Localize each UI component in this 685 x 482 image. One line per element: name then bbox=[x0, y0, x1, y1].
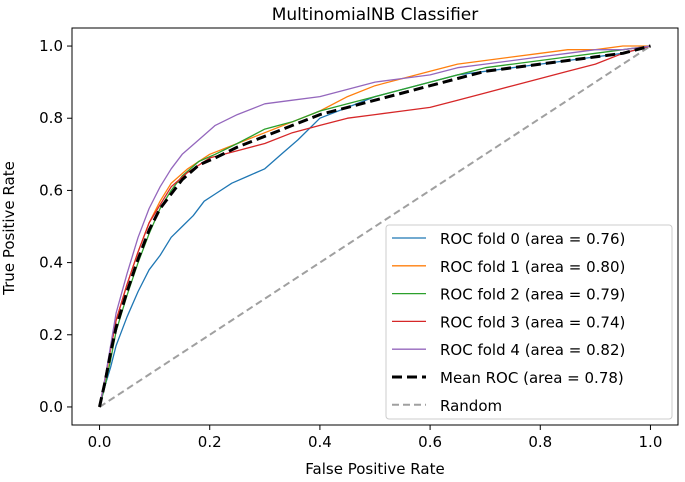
y-axis-ticks: 0.0 0.2 0.4 0.6 0.8 1.0 bbox=[39, 37, 72, 416]
legend: ROC fold 0 (area = 0.76) ROC fold 1 (area… bbox=[385, 224, 673, 420]
x-tick-label: 0.4 bbox=[308, 433, 332, 451]
legend-box bbox=[385, 224, 673, 420]
legend-label-5: Mean ROC (area = 0.78) bbox=[440, 369, 624, 387]
legend-label-6: Random bbox=[440, 397, 502, 415]
series-line-4 bbox=[98, 45, 651, 408]
y-tick-label: 1.0 bbox=[39, 37, 63, 55]
y-tick-label: 0.4 bbox=[39, 254, 63, 272]
legend-label-3: ROC fold 3 (area = 0.74) bbox=[440, 313, 625, 331]
x-tick-label: 0.6 bbox=[418, 433, 442, 451]
series-line-5 bbox=[98, 44, 651, 408]
x-tick-label: 0.8 bbox=[528, 433, 552, 451]
x-axis-ticks: 0.0 0.2 0.4 0.6 0.8 1.0 bbox=[88, 425, 663, 451]
x-axis-label: False Positive Rate bbox=[305, 460, 444, 478]
x-tick-label: 1.0 bbox=[639, 433, 663, 451]
x-tick-label: 0.0 bbox=[88, 433, 112, 451]
x-tick-label: 0.2 bbox=[198, 433, 222, 451]
legend-label-1: ROC fold 1 (area = 0.80) bbox=[440, 258, 625, 276]
y-axis-label: True Positive Rate bbox=[0, 161, 18, 296]
legend-label-4: ROC fold 4 (area = 0.82) bbox=[440, 341, 625, 359]
legend-label-0: ROC fold 0 (area = 0.76) bbox=[440, 230, 625, 248]
chart-title: MultinomialNB Classifier bbox=[272, 5, 479, 25]
series-line-2 bbox=[98, 45, 651, 408]
series-layer bbox=[98, 44, 652, 408]
y-tick-label: 0.2 bbox=[39, 326, 63, 344]
series-line-3 bbox=[98, 45, 651, 408]
y-tick-label: 0.6 bbox=[39, 181, 63, 199]
legend-label-2: ROC fold 2 (area = 0.79) bbox=[440, 286, 625, 304]
series-line-0 bbox=[98, 45, 651, 408]
plot-frame bbox=[71, 27, 679, 426]
y-tick-label: 0.0 bbox=[39, 398, 63, 416]
y-tick-label: 0.8 bbox=[39, 109, 63, 127]
